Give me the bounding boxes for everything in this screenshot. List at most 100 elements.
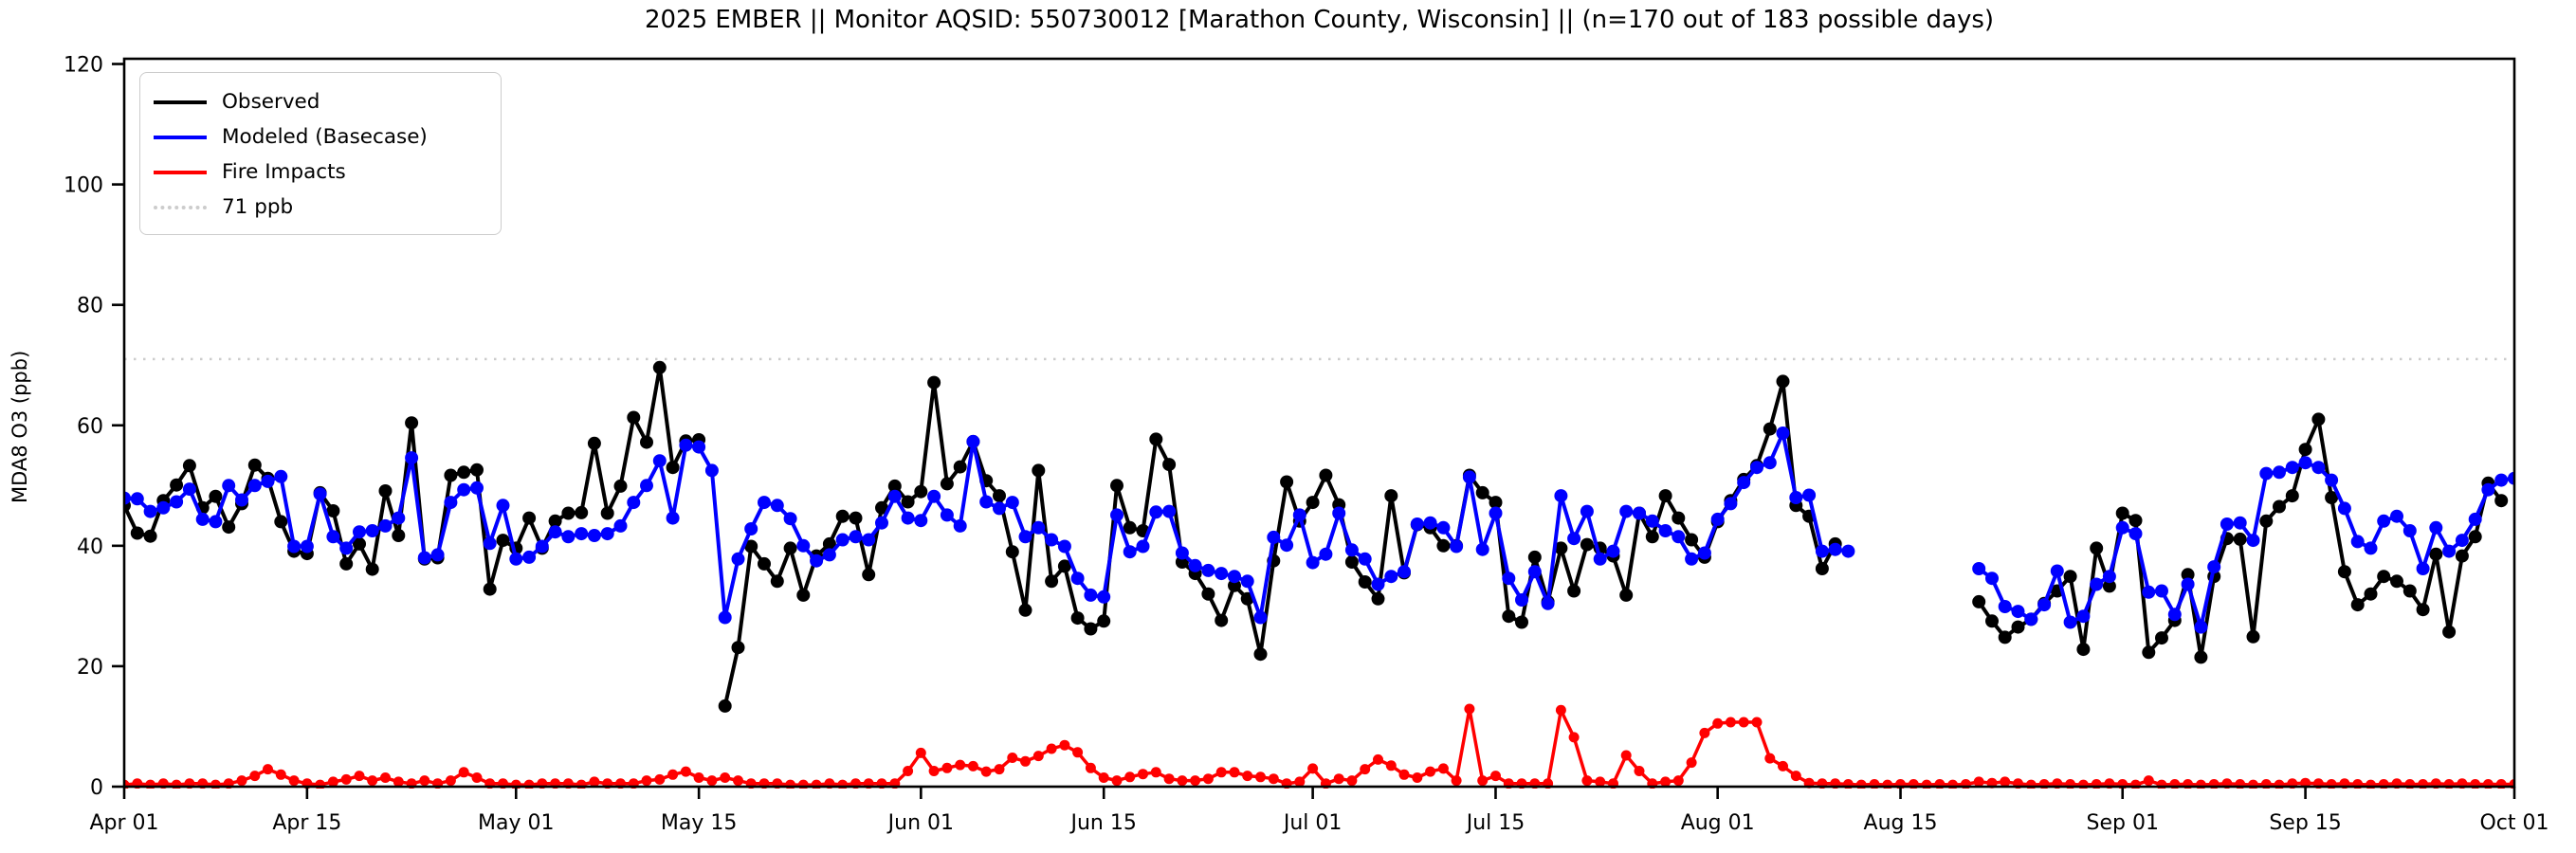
data-point — [1175, 546, 1189, 560]
data-point — [1057, 539, 1071, 554]
data-point — [2404, 779, 2416, 789]
data-point — [2142, 645, 2156, 660]
data-point — [1555, 704, 1566, 716]
data-point — [797, 779, 809, 789]
data-point — [457, 482, 471, 497]
data-point — [980, 766, 992, 777]
data-point — [731, 641, 745, 655]
data-point — [1423, 516, 1437, 530]
data-point — [182, 459, 196, 473]
data-point — [2325, 473, 2339, 487]
data-point — [1985, 614, 1999, 628]
data-point — [2194, 650, 2208, 664]
data-point — [288, 775, 300, 787]
data-point — [1150, 767, 1161, 778]
data-point — [548, 514, 562, 528]
data-point — [901, 511, 915, 525]
data-point — [1685, 533, 1699, 547]
data-point — [195, 512, 210, 526]
series-line — [124, 707, 2514, 787]
x-tick-label: Sep 01 — [2086, 811, 2158, 835]
data-point — [2090, 541, 2104, 555]
data-point — [2156, 779, 2167, 789]
data-point — [1294, 776, 1306, 788]
data-point — [1855, 779, 1867, 789]
data-point — [731, 552, 745, 566]
data-point — [2482, 779, 2494, 789]
data-point — [2442, 544, 2457, 558]
data-point — [1332, 506, 1346, 520]
data-point — [130, 526, 144, 540]
data-point — [1697, 546, 1711, 560]
data-point — [1149, 432, 1163, 446]
data-point — [1527, 550, 1542, 564]
data-point — [587, 436, 601, 450]
data-point — [1242, 771, 1253, 782]
data-point — [2011, 620, 2025, 634]
x-tick-label: Sep 15 — [2269, 811, 2341, 835]
data-point — [2155, 631, 2168, 645]
data-point — [2311, 461, 2326, 475]
data-point — [2024, 612, 2038, 626]
series-modeled-basecase- — [124, 426, 2514, 634]
data-point — [1998, 600, 2012, 613]
data-point — [627, 496, 641, 510]
data-point — [2037, 598, 2052, 612]
data-point — [575, 505, 589, 519]
data-point — [1724, 497, 1738, 511]
data-point — [1686, 757, 1697, 769]
data-point — [1045, 533, 1059, 547]
data-point — [1163, 773, 1175, 785]
data-point — [1985, 572, 1999, 586]
data-point — [1255, 771, 1266, 783]
data-point — [261, 474, 275, 488]
legend-item-observed: Observed — [154, 84, 484, 119]
data-point — [1228, 570, 1241, 584]
data-point — [2115, 506, 2129, 520]
data-point — [287, 539, 301, 554]
data-point — [862, 533, 876, 547]
data-point — [1738, 717, 1749, 728]
data-point — [967, 760, 978, 771]
data-point — [875, 500, 888, 515]
data-point — [940, 477, 954, 491]
data-point — [1032, 463, 1046, 478]
legend-label: Modeled (Basecase) — [222, 125, 428, 149]
data-point — [2235, 779, 2246, 789]
data-point — [2402, 584, 2417, 598]
data-point — [1292, 508, 1306, 522]
data-point — [1567, 584, 1581, 598]
data-point — [1045, 574, 1059, 589]
data-point — [1123, 545, 1137, 559]
data-point — [458, 767, 469, 778]
data-point — [2468, 530, 2482, 544]
data-point — [236, 775, 247, 787]
data-point — [1869, 779, 1880, 789]
data-point — [2337, 501, 2351, 516]
data-point — [470, 481, 484, 495]
data-point — [2298, 443, 2312, 457]
data-point — [1307, 763, 1319, 774]
data-point — [1032, 520, 1046, 535]
data-point — [903, 766, 914, 776]
data-point — [2169, 779, 2181, 789]
data-point — [704, 463, 719, 478]
data-point — [600, 506, 614, 520]
data-point — [2364, 587, 2378, 601]
data-point — [1005, 545, 1019, 559]
data-point — [1750, 461, 1763, 475]
legend-item-modeled-basecase-: Modeled (Basecase) — [154, 119, 484, 154]
data-point — [1085, 762, 1096, 773]
data-point — [2090, 577, 2104, 591]
data-point — [1177, 775, 1188, 787]
data-point — [2274, 779, 2285, 789]
data-point — [496, 534, 510, 548]
data-point — [2195, 779, 2206, 789]
data-point — [2468, 512, 2482, 526]
data-point — [249, 771, 261, 782]
data-point — [1280, 538, 1294, 553]
data-point — [339, 541, 354, 555]
data-point — [1319, 468, 1333, 482]
data-point — [901, 495, 915, 509]
